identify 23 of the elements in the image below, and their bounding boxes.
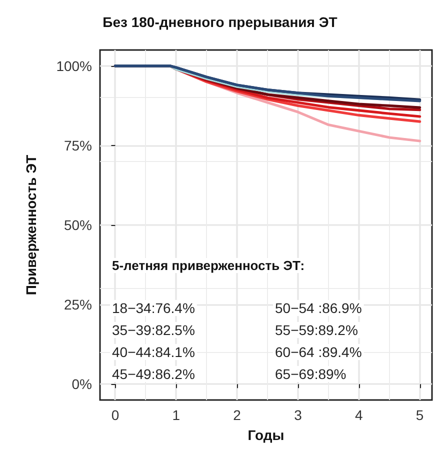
y-tick-label: 25% — [64, 296, 92, 313]
y-axis-title: Приверженность ЭТ — [23, 154, 39, 296]
annotation: 55−59:89.2% — [275, 322, 358, 338]
annotation: 35−39:82.5% — [112, 322, 195, 338]
x-tick-label: 0 — [111, 407, 120, 423]
y-tick-label: 50% — [64, 217, 92, 233]
x-tick-label: 4 — [355, 407, 363, 423]
y-tick-label: 0% — [72, 376, 92, 392]
x-tick-label: 3 — [294, 407, 302, 423]
annotation: 50−54 :86.9% — [275, 300, 362, 316]
annotation: 40−44:84.1% — [112, 344, 195, 360]
annotation: 5-летняя приверженность ЭТ: — [112, 258, 305, 273]
chart-title: Без 180-дневного прерывания ЭТ — [102, 14, 338, 30]
annotation: 60−64 :89.4% — [275, 344, 362, 360]
x-tick-label: 2 — [233, 407, 242, 423]
x-tick-label: 1 — [172, 407, 180, 423]
y-tick-label: 75% — [64, 137, 92, 154]
x-tick-label: 5 — [416, 407, 424, 423]
annotation: 45−49:86.2% — [112, 366, 195, 382]
annotation: 65−69:89% — [275, 366, 346, 382]
annotation: 18−34:76.4% — [112, 300, 195, 316]
y-tick-label: 100% — [56, 58, 92, 74]
x-axis-title: Годы — [248, 427, 284, 443]
